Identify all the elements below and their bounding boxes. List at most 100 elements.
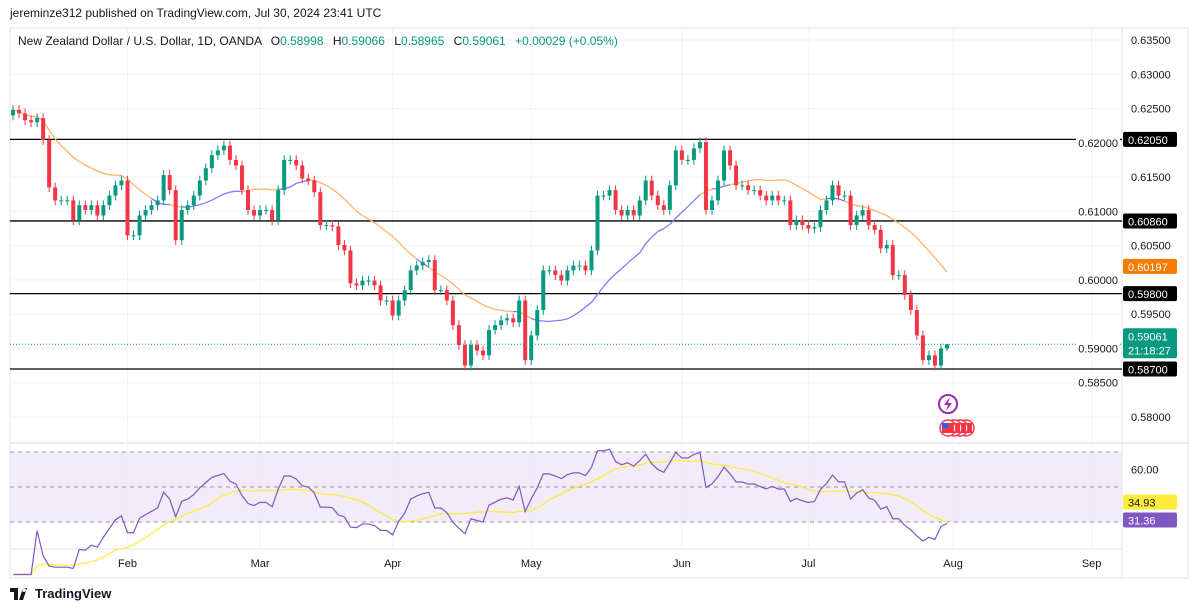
symbol-name: New Zealand Dollar / U.S. Dollar, 1D, OA…: [18, 34, 262, 48]
candle: [938, 343, 943, 371]
candle-body: [414, 265, 419, 271]
candle: [149, 200, 154, 215]
candle-body: [53, 187, 58, 201]
moving-average-segment: [272, 188, 279, 191]
candle: [209, 150, 214, 173]
candle: [179, 205, 184, 245]
time-tick: Aug: [943, 558, 963, 570]
candle: [583, 260, 588, 276]
candle: [252, 205, 257, 221]
candle-body: [101, 205, 106, 216]
candle: [595, 190, 600, 256]
candle: [800, 215, 805, 230]
price-tick-bg: [1076, 272, 1120, 287]
candle: [384, 295, 389, 306]
candle-body: [541, 270, 546, 311]
candle: [11, 105, 15, 121]
candle: [203, 163, 208, 186]
candle: [390, 295, 395, 321]
moving-average-segment: [368, 218, 375, 224]
candle: [547, 265, 552, 276]
candle: [83, 200, 88, 215]
candle-body: [800, 220, 805, 226]
candle: [866, 205, 871, 230]
moving-average-segment: [410, 253, 418, 260]
moving-average-segment: [223, 191, 231, 195]
candle: [758, 185, 763, 201]
symbol-legend: New Zealand Dollar / U.S. Dollar, 1D, OA…: [18, 34, 618, 48]
candle-body: [384, 300, 389, 302]
candle: [896, 270, 901, 280]
candle-body: [806, 225, 811, 229]
moving-average-segment: [760, 178, 767, 182]
candle-body: [655, 195, 660, 206]
candle: [143, 205, 148, 221]
candle: [456, 320, 461, 350]
candle-body: [348, 250, 353, 284]
candle: [113, 180, 118, 201]
rsi-ma-value-label-text: 34.93: [1128, 498, 1156, 510]
moving-average-segment: [470, 297, 478, 302]
candle: [601, 190, 606, 201]
us-flag-icon[interactable]: [939, 419, 957, 437]
price-tick: 0.58500: [1076, 375, 1120, 390]
candle-body: [884, 244, 889, 249]
candle-body: [836, 185, 841, 196]
candle-body: [709, 200, 714, 210]
rsi-value-label-bg: [1123, 512, 1177, 528]
candle-body: [571, 265, 576, 271]
candle-body: [523, 300, 528, 361]
candle-body: [209, 155, 214, 169]
candle: [53, 182, 58, 206]
us-flag-icon-canton: [942, 423, 948, 428]
candle: [794, 215, 799, 230]
candle-body: [842, 195, 847, 197]
moving-average-segment: [392, 236, 400, 243]
candle-body: [890, 244, 895, 276]
candle: [330, 220, 335, 232]
candle: [505, 313, 510, 326]
candle-body: [173, 190, 178, 241]
lightning-icon[interactable]: [938, 394, 958, 414]
candle: [667, 180, 672, 215]
candle: [372, 275, 377, 291]
candle-body: [65, 200, 70, 202]
publish-info: jeremin​ze312 published on TradingView.c…: [10, 6, 382, 20]
current-price-label: 0.59061 21:18:27: [1123, 328, 1177, 359]
moving-average-segment: [868, 207, 875, 212]
candle: [481, 345, 486, 361]
candle-body: [529, 335, 534, 361]
moving-average-segment: [217, 193, 225, 198]
candle-body: [697, 142, 702, 149]
candle: [312, 175, 317, 197]
candle: [932, 350, 937, 371]
candle: [914, 305, 919, 341]
candle: [860, 205, 865, 221]
candle-body: [119, 180, 124, 186]
candle-body: [589, 250, 594, 271]
candle: [402, 285, 407, 306]
candle: [360, 275, 365, 291]
candle-body: [667, 185, 672, 210]
candle-body: [221, 145, 226, 151]
candle: [679, 145, 684, 165]
candle: [282, 155, 287, 195]
candle: [571, 260, 576, 276]
candle-body: [782, 200, 787, 202]
moving-average-segment: [446, 278, 454, 285]
candle: [420, 257, 425, 271]
candle: [426, 255, 431, 267]
candle: [17, 105, 22, 119]
level-price-label-bg: [1123, 213, 1177, 229]
moving-average-segment: [193, 204, 200, 207]
candle-body: [619, 209, 624, 216]
candle: [511, 313, 516, 328]
candle-body: [499, 320, 504, 326]
candle-body: [420, 262, 425, 266]
moving-average-segment: [48, 129, 56, 140]
price-tick: 0.59500: [1131, 309, 1171, 321]
candle-body: [746, 185, 751, 191]
candle: [920, 330, 925, 365]
candle-body: [233, 159, 238, 166]
